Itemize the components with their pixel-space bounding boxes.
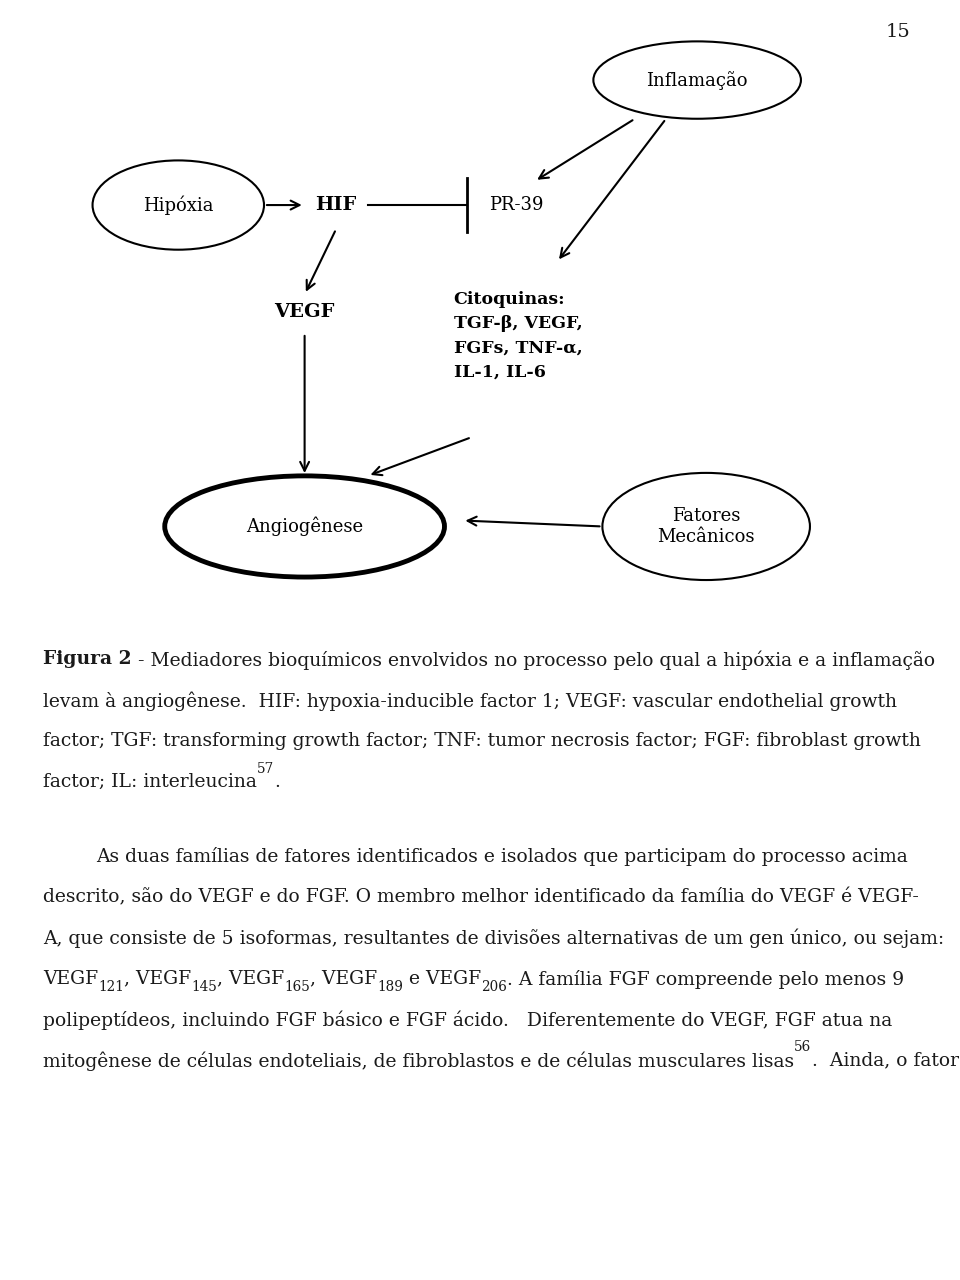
Text: descrito, são do VEGF e do FGF. O membro melhor identificado da família do VEGF : descrito, são do VEGF e do FGF. O membro… <box>43 888 919 906</box>
Text: 189: 189 <box>377 980 403 995</box>
Text: 145: 145 <box>191 980 217 995</box>
Text: , VEGF: , VEGF <box>217 970 284 988</box>
Text: , VEGF: , VEGF <box>124 970 191 988</box>
Text: .  Ainda, o fator: . Ainda, o fator <box>811 1052 959 1070</box>
Text: PR-39: PR-39 <box>490 196 544 214</box>
Text: 165: 165 <box>284 980 310 995</box>
Text: 57: 57 <box>257 762 275 776</box>
Text: 15: 15 <box>885 23 910 41</box>
Text: Fatores
Mecânicos: Fatores Mecânicos <box>658 507 755 545</box>
Text: - Mediadores bioquímicos envolvidos no processo pelo qual a hipóxia e a inflamaç: - Mediadores bioquímicos envolvidos no p… <box>132 650 935 669</box>
Text: Angiogênese: Angiogênese <box>246 517 363 536</box>
Text: HIF: HIF <box>316 196 357 214</box>
Text: 206: 206 <box>481 980 507 995</box>
Text: VEGF: VEGF <box>43 970 98 988</box>
Text: Inflamação: Inflamação <box>646 70 748 90</box>
Text: levam à angiogênese.  HIF: hypoxia-inducible factor 1; VEGF: vascular endothelia: levam à angiogênese. HIF: hypoxia-induci… <box>43 691 898 710</box>
Text: VEGF: VEGF <box>275 303 335 321</box>
Text: As duas famílias de fatores identificados e isolados que participam do processo : As duas famílias de fatores identificado… <box>96 847 908 865</box>
Text: polipeptídeos, incluindo FGF básico e FGF ácido.   Diferentemente do VEGF, FGF a: polipeptídeos, incluindo FGF básico e FG… <box>43 1011 893 1030</box>
Text: .: . <box>275 773 280 791</box>
Text: 121: 121 <box>98 980 124 995</box>
Text: . A família FGF compreende pelo menos 9: . A família FGF compreende pelo menos 9 <box>507 970 904 988</box>
Text: Citoquinas:
TGF-β, VEGF,
FGFs, TNF-α,
IL-1, IL-6: Citoquinas: TGF-β, VEGF, FGFs, TNF-α, IL… <box>453 292 583 380</box>
Text: , VEGF: , VEGF <box>310 970 377 988</box>
Text: factor; IL: interleucina: factor; IL: interleucina <box>43 773 257 791</box>
Text: Figura 2: Figura 2 <box>43 650 132 668</box>
Text: e VEGF: e VEGF <box>403 970 481 988</box>
Text: A, que consiste de 5 isoformas, resultantes de divisões alternativas de um gen ú: A, que consiste de 5 isoformas, resultan… <box>43 929 945 948</box>
Text: mitogênese de células endoteliais, de fibroblastos e de células musculares lisas: mitogênese de células endoteliais, de fi… <box>43 1052 794 1071</box>
Text: Hipóxia: Hipóxia <box>143 196 213 215</box>
Text: 56: 56 <box>794 1041 811 1055</box>
Text: factor; TGF: transforming growth factor; TNF: tumor necrosis factor; FGF: fibrob: factor; TGF: transforming growth factor;… <box>43 732 921 750</box>
